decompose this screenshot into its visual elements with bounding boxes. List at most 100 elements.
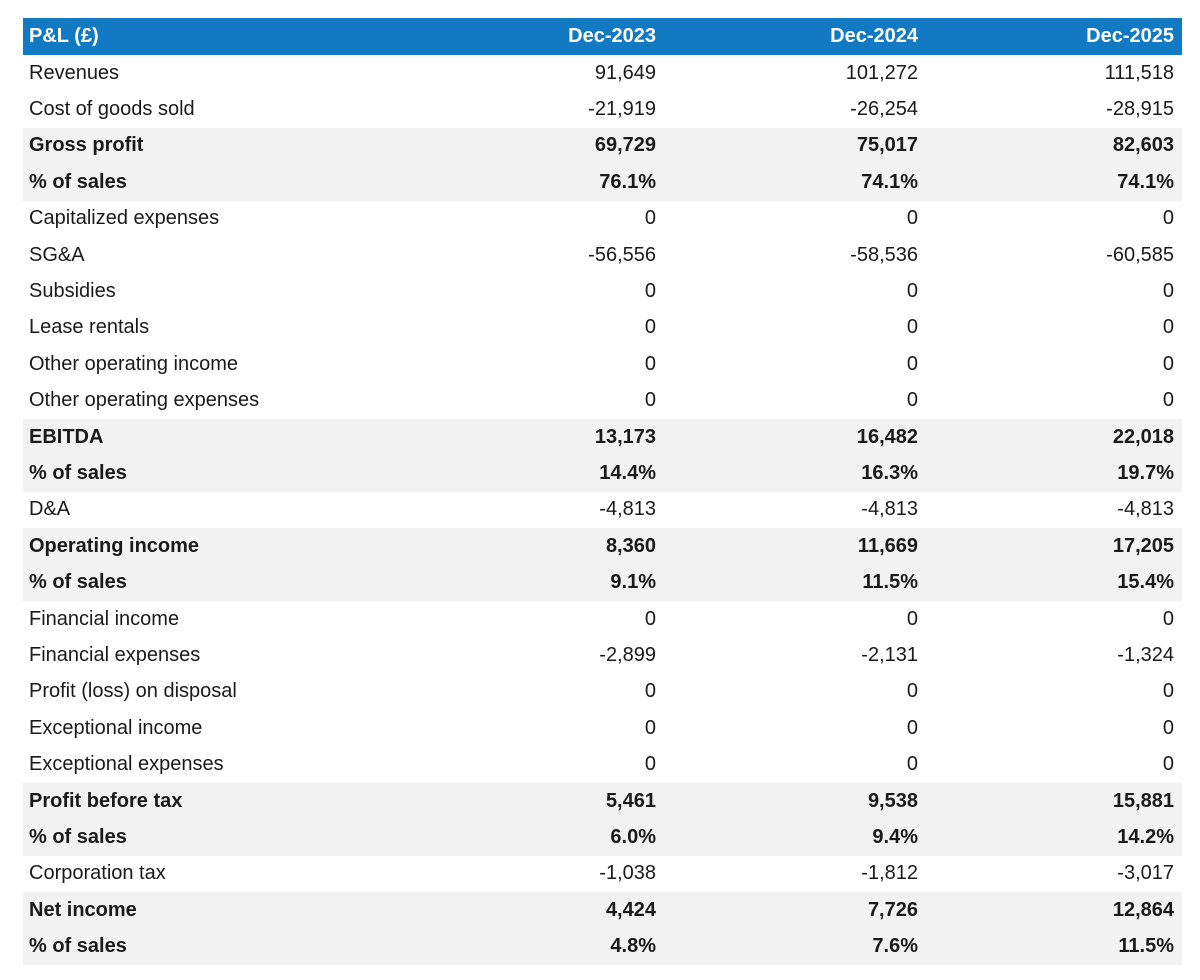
row-value: 0 xyxy=(906,280,918,303)
row-value: 91,649 xyxy=(594,61,656,84)
row-value: 82,603 xyxy=(1112,134,1174,157)
row-value: 13,173 xyxy=(594,425,656,448)
row-value: 0 xyxy=(906,607,918,630)
row-value: -2,131 xyxy=(861,643,918,666)
row-value: 0 xyxy=(644,753,656,776)
row-label: Other operating expenses xyxy=(29,389,260,412)
row-label: EBITDA xyxy=(29,425,104,448)
pl-table: P&L (£) Dec-2023 Dec-2024 Dec-2025 Reven… xyxy=(23,18,1182,965)
row-label: % of sales xyxy=(29,170,127,193)
row-value: 0 xyxy=(644,316,656,339)
row-value: -60,585 xyxy=(1106,243,1174,266)
table-row: Operating income 8,360 11,669 17,205 xyxy=(23,528,1182,565)
row-value: 0 xyxy=(644,280,656,303)
table-row: Profit (loss) on disposal 0 0 0 xyxy=(23,674,1182,710)
row-value: 0 xyxy=(1162,607,1174,630)
row-value: 0 xyxy=(906,389,918,412)
row-value: -26,254 xyxy=(850,98,918,121)
row-value: 0 xyxy=(644,207,656,230)
row-label: Subsidies xyxy=(29,280,116,303)
row-value: 15.4% xyxy=(1117,571,1174,594)
row-value: 69,729 xyxy=(594,134,656,157)
row-value: 11,669 xyxy=(857,534,918,557)
row-value: 19.7% xyxy=(1117,461,1174,484)
row-value: 0 xyxy=(906,680,918,703)
row-value: 74.1% xyxy=(1117,170,1174,193)
row-value: 17,205 xyxy=(1112,534,1174,557)
row-label: SG&A xyxy=(29,243,85,266)
table-row: % of sales 4.8% 7.6% 11.5% xyxy=(23,928,1182,965)
table-body: Revenues 91,649 101,272 111,518 Cost of good… xyxy=(23,55,1182,965)
row-value: -3,017 xyxy=(1117,862,1174,885)
row-value: 0 xyxy=(1162,680,1174,703)
row-value: 0 xyxy=(906,316,918,339)
row-value: 0 xyxy=(906,716,918,739)
row-value: 16.3% xyxy=(861,461,918,484)
table-row: EBITDA 13,173 16,482 22,018 xyxy=(23,418,1182,456)
table-row: Profit before tax 5,461 9,538 15,881 xyxy=(23,782,1182,820)
table-row: Capitalized expenses 0 0 0 xyxy=(23,201,1182,237)
row-label: Profit before tax xyxy=(29,789,183,812)
row-value: 22,018 xyxy=(1112,425,1174,448)
row-value: 101,272 xyxy=(845,61,918,84)
row-value: 11.5% xyxy=(862,571,918,594)
row-label: Exceptional income xyxy=(29,716,203,739)
row-value: -58,536 xyxy=(850,243,918,266)
row-label: % of sales xyxy=(29,571,127,594)
row-value: 7.6% xyxy=(872,935,918,958)
row-label: Lease rentals xyxy=(29,316,150,339)
row-label: Profit (loss) on disposal xyxy=(29,680,237,703)
row-label: Net income xyxy=(29,898,137,921)
row-value: 4,424 xyxy=(605,898,656,921)
row-value: -21,919 xyxy=(588,98,656,121)
row-label: Revenues xyxy=(29,61,120,84)
row-label: Exceptional expenses xyxy=(29,753,224,776)
row-label: Cost of goods sold xyxy=(29,98,195,121)
row-value: 0 xyxy=(644,716,656,739)
row-value: 14.2% xyxy=(1117,825,1174,848)
row-label: Other operating income xyxy=(29,352,239,375)
row-value: 15,881 xyxy=(1112,789,1174,812)
table-row: Other operating expenses 0 0 0 xyxy=(23,383,1182,419)
row-value: 0 xyxy=(1162,389,1174,412)
table-row: Corporation tax -1,038 -1,812 -3,017 xyxy=(23,856,1182,892)
row-value: 0 xyxy=(644,389,656,412)
row-value: 8,360 xyxy=(605,534,656,557)
row-value: 0 xyxy=(906,753,918,776)
row-value: 14.4% xyxy=(599,461,656,484)
table-row: Financial expenses -2,899 -2,131 -1,324 xyxy=(23,637,1182,673)
row-value: -1,324 xyxy=(1117,643,1174,666)
row-value: -56,556 xyxy=(588,243,656,266)
row-value: 0 xyxy=(644,607,656,630)
table-row: % of sales 9.1% 11.5% 15.4% xyxy=(23,564,1182,601)
row-label: % of sales xyxy=(29,935,127,958)
row-value: 5,461 xyxy=(605,789,656,812)
row-value: 0 xyxy=(906,352,918,375)
table-row: Subsidies 0 0 0 xyxy=(23,273,1182,309)
header-col-dec-2024: Dec-2024 xyxy=(830,25,918,47)
row-value: -1,812 xyxy=(861,862,918,885)
row-value: -4,813 xyxy=(599,498,656,521)
row-value: 111,518 xyxy=(1104,61,1174,84)
row-label: Capitalized expenses xyxy=(29,207,220,230)
row-value: 9.4% xyxy=(872,825,918,848)
row-label: Operating income xyxy=(29,534,200,557)
row-value: 9.1% xyxy=(610,571,656,594)
row-value: -28,915 xyxy=(1106,98,1174,121)
row-label: Financial income xyxy=(29,607,180,630)
table-row: % of sales 6.0% 9.4% 14.2% xyxy=(23,819,1182,856)
row-value: 0 xyxy=(1162,753,1174,776)
row-value: -1,038 xyxy=(599,862,656,885)
table-header: P&L (£) Dec-2023 Dec-2024 Dec-2025 xyxy=(23,18,1182,55)
row-value: 0 xyxy=(1162,716,1174,739)
row-value: 0 xyxy=(1162,316,1174,339)
header-col-dec-2023: Dec-2023 xyxy=(568,25,656,47)
table-row: Exceptional expenses 0 0 0 xyxy=(23,746,1182,782)
table-row: % of sales 76.1% 74.1% 74.1% xyxy=(23,164,1182,201)
row-value: 6.0% xyxy=(610,825,656,848)
row-value: 9,538 xyxy=(867,789,918,812)
table-row: Financial income 0 0 0 xyxy=(23,601,1182,637)
row-label: % of sales xyxy=(29,461,127,484)
header-col-dec-2025: Dec-2025 xyxy=(1086,25,1174,47)
table-row: D&A -4,813 -4,813 -4,813 xyxy=(23,492,1182,528)
